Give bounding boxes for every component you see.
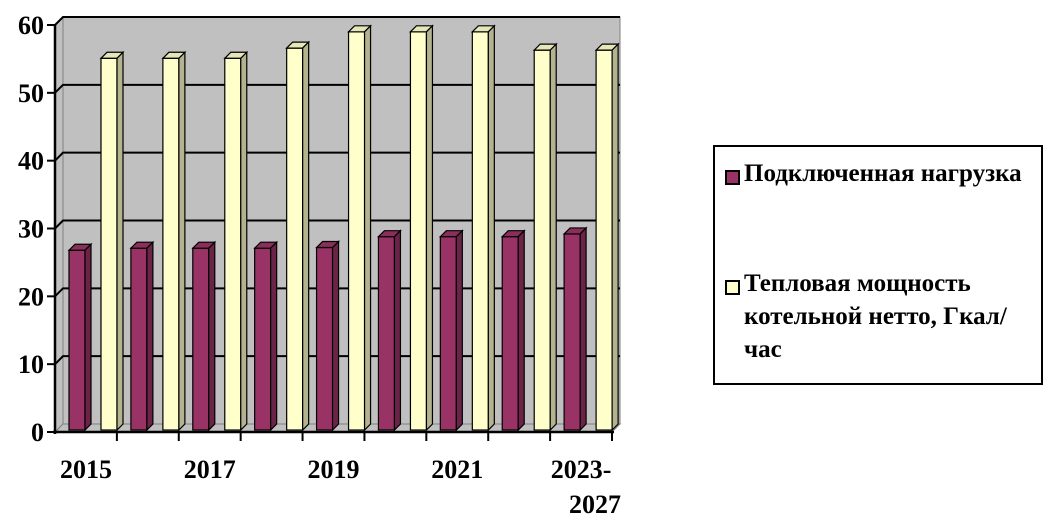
bar-side xyxy=(146,240,154,432)
bar-load xyxy=(438,229,464,432)
bar-front xyxy=(563,233,581,431)
legend-swatch-series-2 xyxy=(725,280,740,295)
x-tick-labels: 2015 2017 2019 2021 2023-2027 xyxy=(60,455,621,519)
bar-side xyxy=(116,50,124,432)
bar-front xyxy=(377,236,396,431)
gridline xyxy=(54,219,620,230)
y-tick-labels: 0 10 20 30 40 50 60 xyxy=(18,11,44,447)
y-tick-label: 20 xyxy=(18,282,44,311)
bar-capacity xyxy=(347,24,373,432)
gridline xyxy=(54,287,620,298)
bar-side xyxy=(331,240,340,432)
bar-side xyxy=(425,24,434,432)
bar-front xyxy=(471,31,489,431)
bar-capacity xyxy=(408,24,434,432)
bar-side xyxy=(487,24,495,432)
bar-load xyxy=(191,240,217,432)
legend-swatch-series-1 xyxy=(725,170,740,185)
legend-item-series-2: Тепловая мощность котельной нетто, Гкал/… xyxy=(725,267,1044,366)
bar-capacity xyxy=(285,40,311,432)
bar-load xyxy=(129,240,155,432)
bar-load xyxy=(67,242,93,432)
bar-capacity xyxy=(223,50,249,432)
bar-front xyxy=(100,57,118,431)
bar-front xyxy=(501,236,519,431)
legend-item-series-1: Подключенная нагрузка xyxy=(725,157,1044,190)
bar-side xyxy=(240,50,248,432)
gridline xyxy=(54,151,620,162)
bar-load xyxy=(500,229,526,432)
bar-front xyxy=(409,31,428,431)
bar-load xyxy=(562,226,588,432)
x-tick-label: 2023-2027 xyxy=(551,455,621,519)
bar-side xyxy=(270,240,278,432)
bar-side xyxy=(393,229,402,432)
bar-front xyxy=(286,47,304,431)
gridline xyxy=(54,355,620,365)
bar-load xyxy=(376,229,402,432)
bars xyxy=(67,24,620,432)
y-tick-label: 10 xyxy=(18,350,44,379)
y-tick-label: 30 xyxy=(18,215,44,244)
y-tick-label: 60 xyxy=(18,11,44,40)
y-tick-label: 40 xyxy=(18,147,44,176)
bar-front xyxy=(315,246,334,431)
bar-front xyxy=(68,249,86,431)
bar-front xyxy=(533,49,551,431)
axes xyxy=(47,24,614,441)
y-tick-label: 50 xyxy=(18,79,44,108)
x-tick-label: 2017 xyxy=(184,455,236,484)
bar-capacity xyxy=(99,50,125,432)
bar-front xyxy=(254,247,272,431)
bar-front xyxy=(162,57,180,431)
x-tick-label: 2015 xyxy=(60,455,112,484)
bar-chart: 0 10 20 30 40 50 60 2015 2017 2019 2021 2023-2027 xyxy=(18,11,622,519)
bar-front xyxy=(224,57,242,431)
bar-side xyxy=(611,42,619,432)
bar-front xyxy=(595,49,613,431)
bar-capacity xyxy=(470,24,496,432)
legend-label-series-2: Тепловая мощность котельной нетто, Гкал/… xyxy=(744,270,1007,363)
legend: Подключенная нагрузка Тепловая мощность … xyxy=(713,145,1043,385)
bar-side xyxy=(84,242,92,432)
bar-side xyxy=(517,229,525,432)
bar-side xyxy=(208,240,216,432)
bar-front xyxy=(130,247,148,431)
bar-side xyxy=(549,42,557,432)
x-tick-label: 2021 xyxy=(431,455,483,484)
bar-load xyxy=(253,240,279,432)
bar-capacity xyxy=(532,42,558,432)
bar-side xyxy=(579,226,587,432)
y-tick-label: 0 xyxy=(31,418,44,447)
bar-front xyxy=(347,31,366,431)
bar-capacity xyxy=(594,42,620,432)
legend-label-series-1: Подключенная нагрузка xyxy=(744,160,1022,187)
bar-load xyxy=(315,240,341,432)
gridlines xyxy=(54,16,620,365)
gridline xyxy=(54,83,620,94)
bar-capacity xyxy=(161,50,187,432)
bar-side xyxy=(302,40,310,432)
bar-front xyxy=(439,236,457,431)
bar-front xyxy=(192,247,210,431)
bar-side xyxy=(455,229,463,432)
bar-side xyxy=(363,24,372,432)
x-tick-label: 2019 xyxy=(308,455,360,484)
bar-side xyxy=(178,50,186,432)
gridline xyxy=(54,16,620,26)
